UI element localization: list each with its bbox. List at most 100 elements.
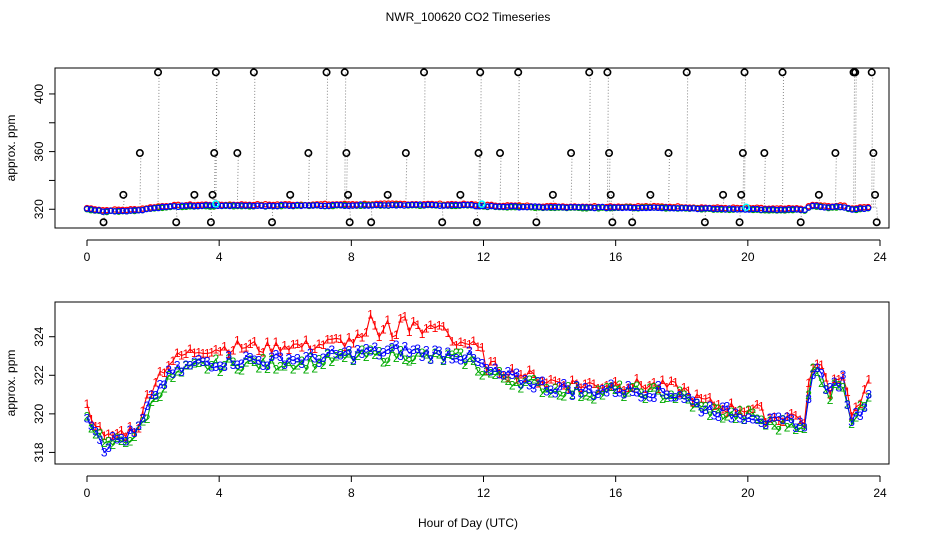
bottom-series-2-point: 2 xyxy=(92,428,99,442)
bottom-series-3-point: 3 xyxy=(337,349,344,363)
bottom-y-axis-label: approx. ppm xyxy=(4,350,18,417)
bottom-series-1-point: 1 xyxy=(548,373,555,387)
bottom-series-3-point: 3 xyxy=(466,344,473,358)
bottom-series-2-point: 2 xyxy=(475,364,482,378)
top-spike-point xyxy=(476,68,485,77)
top-series-3-point xyxy=(218,202,226,210)
top-series-3-point xyxy=(127,207,134,214)
bottom-series-1-point: 1 xyxy=(359,330,366,344)
bottom-series-3-point: 3 xyxy=(633,385,640,399)
bottom-series-2-point: 2 xyxy=(835,378,842,392)
bottom-series-2-point: 2 xyxy=(213,352,220,366)
bottom-series-3-point: 3 xyxy=(260,359,267,373)
bottom-series-3-point: 3 xyxy=(152,389,159,403)
top-series-3-point xyxy=(305,202,313,209)
bottom-series-3-point: 3 xyxy=(84,412,91,426)
bottom-series-2-point: 2 xyxy=(552,381,559,395)
bottom-series-1-point: 1 xyxy=(758,399,765,413)
top-series-3-point xyxy=(634,204,642,212)
bottom-series-2-point: 2 xyxy=(187,358,194,372)
spike-connector xyxy=(326,72,329,206)
top-series-3-point xyxy=(103,208,111,215)
bottom-series-1-point: 1 xyxy=(462,336,469,350)
bottom-series-2-point: 2 xyxy=(728,405,735,419)
bottom-series-2-point: 2 xyxy=(638,386,645,400)
bottom-series-3-point: 3 xyxy=(462,352,469,366)
bottom-series-1-point: 1 xyxy=(127,420,134,434)
bottom-series-1-point: 1 xyxy=(213,343,220,357)
top-spike-point xyxy=(286,190,295,199)
top-series-3-point xyxy=(115,207,122,215)
spike-connector xyxy=(215,72,218,207)
top-series-3-point xyxy=(369,202,376,209)
top-spike-point xyxy=(367,218,376,227)
bottom-series-1-point: 1 xyxy=(260,345,267,359)
bottom-series-2-point: 2 xyxy=(659,392,666,406)
top-series-3-point xyxy=(615,204,622,211)
top-series-3-point xyxy=(282,202,289,209)
top-series-3-point xyxy=(167,203,174,210)
top-spike-point xyxy=(154,68,163,77)
bottom-series-1-point: 1 xyxy=(487,355,494,369)
spike-connector xyxy=(307,153,310,206)
spike-connector xyxy=(876,207,879,223)
bottom-series-3-point: 3 xyxy=(775,410,782,424)
top-series-3-point xyxy=(143,205,150,213)
bottom-series-1-point: 1 xyxy=(247,337,254,351)
bottom-series-3-point: 3 xyxy=(470,352,477,366)
bottom-series-2-point: 2 xyxy=(268,352,275,366)
bottom-series-3-point: 3 xyxy=(625,379,632,393)
bottom-series-2-point: 2 xyxy=(359,343,366,357)
bottom-series-2-point: 2 xyxy=(810,361,817,375)
top-series-3-point xyxy=(623,204,630,211)
bottom-series-2-line xyxy=(86,347,870,446)
bottom-series-1-point: 1 xyxy=(273,335,280,349)
bottom-series-3-point: 3 xyxy=(298,357,305,371)
top-series-3-point xyxy=(147,205,154,212)
bottom-series-2-point: 2 xyxy=(801,422,808,436)
top-spike-point xyxy=(190,190,199,199)
bottom-series-3-point: 3 xyxy=(505,364,512,378)
top-series-3-point xyxy=(702,205,709,212)
bottom-series-2-point: 2 xyxy=(865,391,872,405)
bottom-series-1-point: 1 xyxy=(200,346,207,360)
bottom-series-2-point: 2 xyxy=(427,353,434,367)
bottom-series-3-point: 3 xyxy=(243,349,250,363)
top-series-3-point xyxy=(424,201,432,208)
top-y-tick-label: 320 xyxy=(32,199,46,219)
bottom-series-3-point: 3 xyxy=(178,365,185,379)
bottom-y-tick-label: 318 xyxy=(32,442,46,462)
top-spike-point xyxy=(249,68,258,77)
top-series-3-point xyxy=(99,208,107,215)
bottom-series-2-point: 2 xyxy=(298,354,305,368)
top-series-3-point xyxy=(500,203,507,211)
bottom-series-1-point: 1 xyxy=(466,338,473,352)
top-spike-point xyxy=(206,218,215,227)
top-series-3-point xyxy=(749,205,757,213)
spike-connector xyxy=(608,153,611,208)
bottom-series-2-point: 2 xyxy=(453,346,460,360)
bottom-series-3-point: 3 xyxy=(432,343,439,357)
bottom-series-3-point: 3 xyxy=(453,352,460,366)
bottom-series-3-point: 3 xyxy=(307,346,314,360)
bottom-series-3-point: 3 xyxy=(835,381,842,395)
bottom-series-3-point: 3 xyxy=(672,390,679,404)
top-series-3-point xyxy=(190,203,198,210)
bottom-series-3-point: 3 xyxy=(646,390,653,404)
bottom-series-1-point: 1 xyxy=(286,343,293,357)
bottom-series-2-point: 2 xyxy=(255,362,262,376)
bottom-series-3-point: 3 xyxy=(565,383,572,397)
bottom-series-2-point: 2 xyxy=(200,355,207,369)
top-series-3-point xyxy=(575,203,582,211)
top-spike-point xyxy=(135,149,144,158)
bottom-series-3-point: 3 xyxy=(719,400,726,414)
bottom-series-3-point: 3 xyxy=(333,347,340,361)
bottom-series-1-point: 1 xyxy=(320,338,327,352)
bottom-series-1-point: 1 xyxy=(612,374,619,388)
bottom-series-3-point: 3 xyxy=(801,420,808,434)
bottom-series-2-point: 2 xyxy=(500,372,507,386)
bottom-series-1-point: 1 xyxy=(341,340,348,354)
bottom-series-2-point: 2 xyxy=(414,345,421,359)
bottom-series-2-point: 2 xyxy=(277,360,284,374)
bottom-series-3-point: 3 xyxy=(612,386,619,400)
